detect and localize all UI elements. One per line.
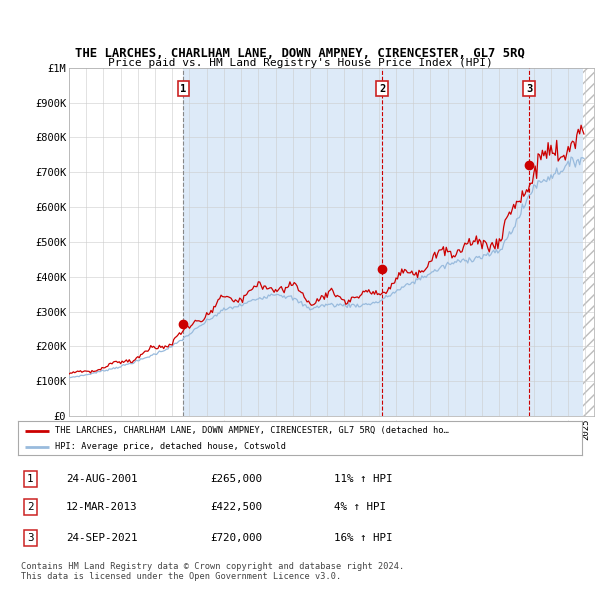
Text: 3: 3 [526, 84, 532, 94]
Text: 4% ↑ HPI: 4% ↑ HPI [334, 503, 386, 512]
Text: £422,500: £422,500 [210, 503, 262, 512]
Text: 24-SEP-2021: 24-SEP-2021 [66, 533, 137, 543]
Text: 3: 3 [27, 533, 34, 543]
Bar [583, 68, 594, 416]
Text: £265,000: £265,000 [210, 474, 262, 484]
Bar [529, 68, 594, 416]
Text: 2: 2 [27, 503, 34, 512]
Text: 24-AUG-2001: 24-AUG-2001 [66, 474, 137, 484]
Text: 1: 1 [181, 84, 187, 94]
Bar [184, 68, 382, 416]
Text: 11% ↑ HPI: 11% ↑ HPI [334, 474, 392, 484]
Text: This data is licensed under the Open Government Licence v3.0.: This data is licensed under the Open Gov… [21, 572, 341, 581]
Text: 1: 1 [27, 474, 34, 484]
Text: THE LARCHES, CHARLHAM LANE, DOWN AMPNEY, CIRENCESTER, GL7 5RQ (detached ho…: THE LARCHES, CHARLHAM LANE, DOWN AMPNEY,… [55, 427, 448, 435]
Text: Price paid vs. HM Land Registry's House Price Index (HPI): Price paid vs. HM Land Registry's House … [107, 58, 493, 68]
Bar [584, 68, 594, 416]
Text: 16% ↑ HPI: 16% ↑ HPI [334, 533, 392, 543]
Text: Contains HM Land Registry data © Crown copyright and database right 2024.: Contains HM Land Registry data © Crown c… [21, 562, 404, 571]
Text: 12-MAR-2013: 12-MAR-2013 [66, 503, 137, 512]
Text: HPI: Average price, detached house, Cotswold: HPI: Average price, detached house, Cots… [55, 442, 286, 451]
Text: 2: 2 [379, 84, 385, 94]
Text: £720,000: £720,000 [210, 533, 262, 543]
Bar [382, 68, 529, 416]
Text: THE LARCHES, CHARLHAM LANE, DOWN AMPNEY, CIRENCESTER, GL7 5RQ: THE LARCHES, CHARLHAM LANE, DOWN AMPNEY,… [75, 47, 525, 60]
